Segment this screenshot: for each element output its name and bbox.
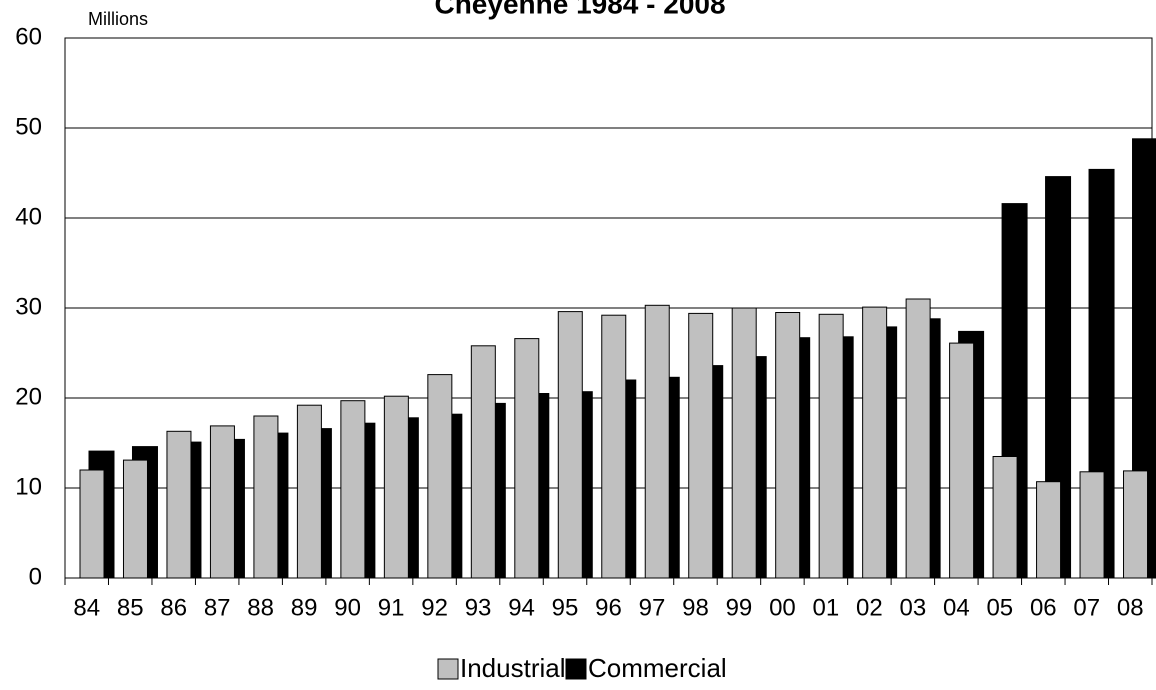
bar [905, 298, 931, 579]
bar [688, 312, 714, 579]
x-tick-label: 95 [552, 594, 579, 621]
y-tick-label: 40 [15, 203, 42, 230]
x-tick-label: 00 [769, 594, 796, 621]
bar [949, 342, 975, 579]
bar [818, 313, 844, 579]
chart-title: Cheyenne 1984 - 2008 [434, 0, 725, 19]
x-tick-label: 90 [334, 594, 361, 621]
bar [1036, 481, 1062, 579]
y-tick-label: 10 [15, 473, 42, 500]
x-tick-label: 06 [1030, 594, 1057, 621]
bar [79, 469, 105, 579]
x-tick-label: 93 [465, 594, 492, 621]
x-tick-label: 97 [639, 594, 666, 621]
x-tick-label: 03 [900, 594, 927, 621]
bar [122, 459, 148, 579]
x-tick-label: 89 [291, 594, 318, 621]
legend-label: Industrial [460, 653, 566, 683]
bar [601, 314, 627, 579]
bar [862, 306, 888, 579]
x-tick-label: 02 [856, 594, 883, 621]
y-tick-label: 0 [29, 563, 42, 590]
x-tick-label: 84 [73, 594, 100, 621]
y-tick-label: 60 [15, 23, 42, 50]
bar [514, 338, 540, 579]
bar [166, 430, 192, 579]
legend-swatch [437, 658, 459, 680]
bar [470, 345, 496, 579]
bar [427, 374, 453, 579]
x-tick-label: 91 [378, 594, 405, 621]
x-tick-label: 96 [595, 594, 622, 621]
x-tick-label: 85 [117, 594, 144, 621]
x-tick-label: 99 [726, 594, 753, 621]
bar [1079, 471, 1105, 579]
bar [557, 311, 583, 579]
y-tick-label: 50 [15, 113, 42, 140]
legend-label: Commercial [588, 653, 727, 683]
x-tick-label: 04 [943, 594, 970, 621]
x-tick-label: 07 [1073, 594, 1100, 621]
bar [340, 400, 366, 579]
bar [296, 404, 322, 579]
x-tick-label: 92 [421, 594, 448, 621]
y-tick-label: 30 [15, 293, 42, 320]
x-tick-label: 05 [986, 594, 1013, 621]
bar [644, 304, 670, 579]
bar [775, 312, 801, 579]
bar [253, 415, 279, 579]
bar [1123, 470, 1149, 579]
x-tick-label: 87 [204, 594, 231, 621]
x-tick-label: 88 [247, 594, 274, 621]
x-tick-label: 86 [160, 594, 187, 621]
x-tick-label: 08 [1117, 594, 1144, 621]
x-tick-label: 98 [682, 594, 709, 621]
x-tick-label: 94 [508, 594, 535, 621]
y-axis-label: Millions [88, 9, 148, 29]
legend-swatch [565, 658, 587, 680]
bar [383, 395, 409, 579]
bar [209, 425, 235, 579]
y-tick-label: 20 [15, 383, 42, 410]
x-tick-label: 01 [813, 594, 840, 621]
bar [731, 307, 757, 579]
bar [992, 456, 1018, 579]
